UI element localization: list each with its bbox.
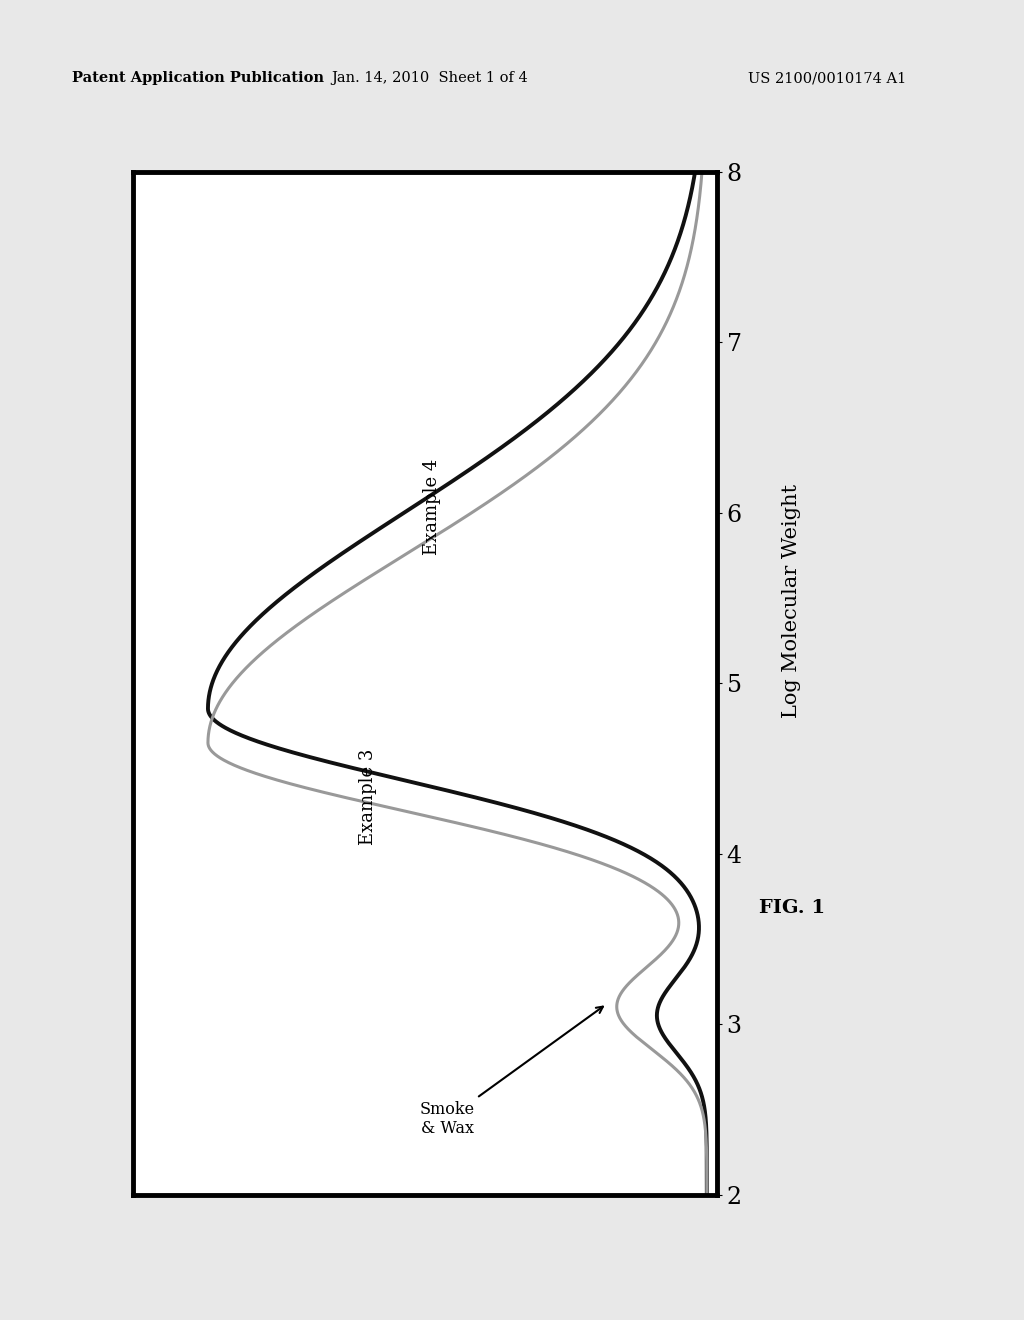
Text: Example 4: Example 4	[424, 459, 441, 556]
Text: Patent Application Publication: Patent Application Publication	[72, 71, 324, 86]
Text: Example 3: Example 3	[358, 748, 377, 845]
Text: Smoke
& Wax: Smoke & Wax	[420, 1007, 603, 1138]
Text: FIG. 1: FIG. 1	[759, 899, 825, 917]
Text: Jan. 14, 2010  Sheet 1 of 4: Jan. 14, 2010 Sheet 1 of 4	[332, 71, 528, 86]
Text: US 2100/0010174 A1: US 2100/0010174 A1	[748, 71, 906, 86]
Text: Log Molecular Weight: Log Molecular Weight	[782, 484, 802, 718]
